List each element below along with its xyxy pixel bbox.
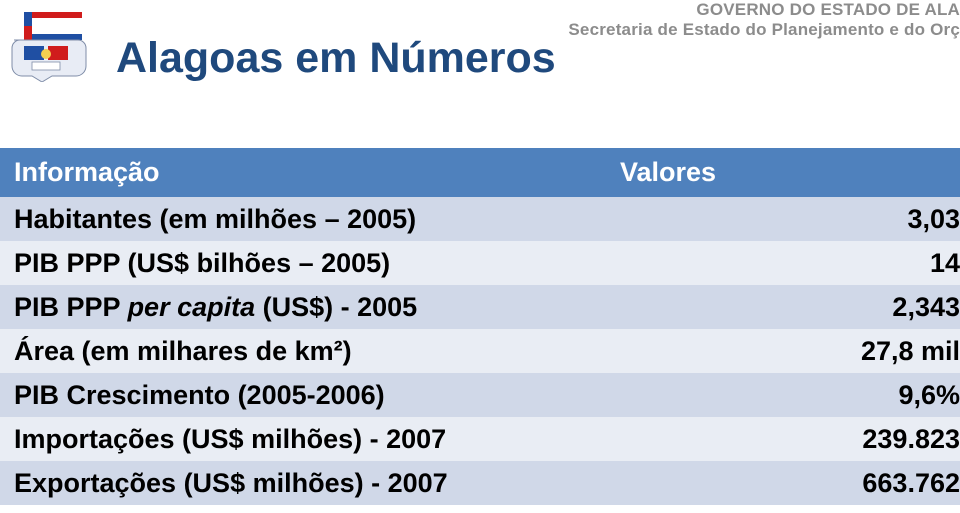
slide: GOVERNO DO ESTADO DE ALA Secretaria de E… xyxy=(0,0,960,513)
table-row: PIB Crescimento (2005-2006) 9,6% xyxy=(0,373,960,417)
row-label: Habitantes (em milhões – 2005) xyxy=(0,204,614,235)
data-table: Informação Valores Habitantes (em milhõe… xyxy=(0,148,960,505)
state-emblem xyxy=(8,12,98,82)
row-value: 663.762 xyxy=(614,468,960,499)
row-label: PIB PPP per capita (US$) - 2005 xyxy=(0,292,614,323)
table-row: Área (em milhares de km²) 27,8 mil xyxy=(0,329,960,373)
table-row: Habitantes (em milhões – 2005) 3,03 xyxy=(0,197,960,241)
row-label-italic: per capita xyxy=(128,292,256,322)
row-label-post: (US$) - 2005 xyxy=(255,292,417,322)
table-row: PIB PPP per capita (US$) - 2005 2,343 xyxy=(0,285,960,329)
table-header-left: Informação xyxy=(0,157,614,188)
row-label-pre: PIB PPP xyxy=(14,292,128,322)
table-header-right: Valores xyxy=(614,157,960,188)
table-row: Importações (US$ milhões) - 2007 239.823 xyxy=(0,417,960,461)
table-row: PIB PPP (US$ bilhões – 2005) 14 xyxy=(0,241,960,285)
table-row: Exportações (US$ milhões) - 2007 663.762 xyxy=(0,461,960,505)
row-label: Importações (US$ milhões) - 2007 xyxy=(0,424,614,455)
row-label: PIB PPP (US$ bilhões – 2005) xyxy=(0,248,614,279)
row-label: PIB Crescimento (2005-2006) xyxy=(0,380,614,411)
row-value: 239.823 xyxy=(614,424,960,455)
page-title: Alagoas em Números xyxy=(116,34,556,83)
row-value: 3,03 xyxy=(614,204,960,235)
row-value: 9,6% xyxy=(614,380,960,411)
row-label: Área (em milhares de km²) xyxy=(0,336,614,367)
row-value: 2,343 xyxy=(614,292,960,323)
header-line-1: GOVERNO DO ESTADO DE ALA xyxy=(696,0,960,20)
header-line-2: Secretaria de Estado do Planejamento e d… xyxy=(568,20,960,40)
row-label: Exportações (US$ milhões) - 2007 xyxy=(0,468,614,499)
table-header: Informação Valores xyxy=(0,148,960,197)
row-value: 14 xyxy=(614,248,960,279)
row-value: 27,8 mil xyxy=(614,336,960,367)
